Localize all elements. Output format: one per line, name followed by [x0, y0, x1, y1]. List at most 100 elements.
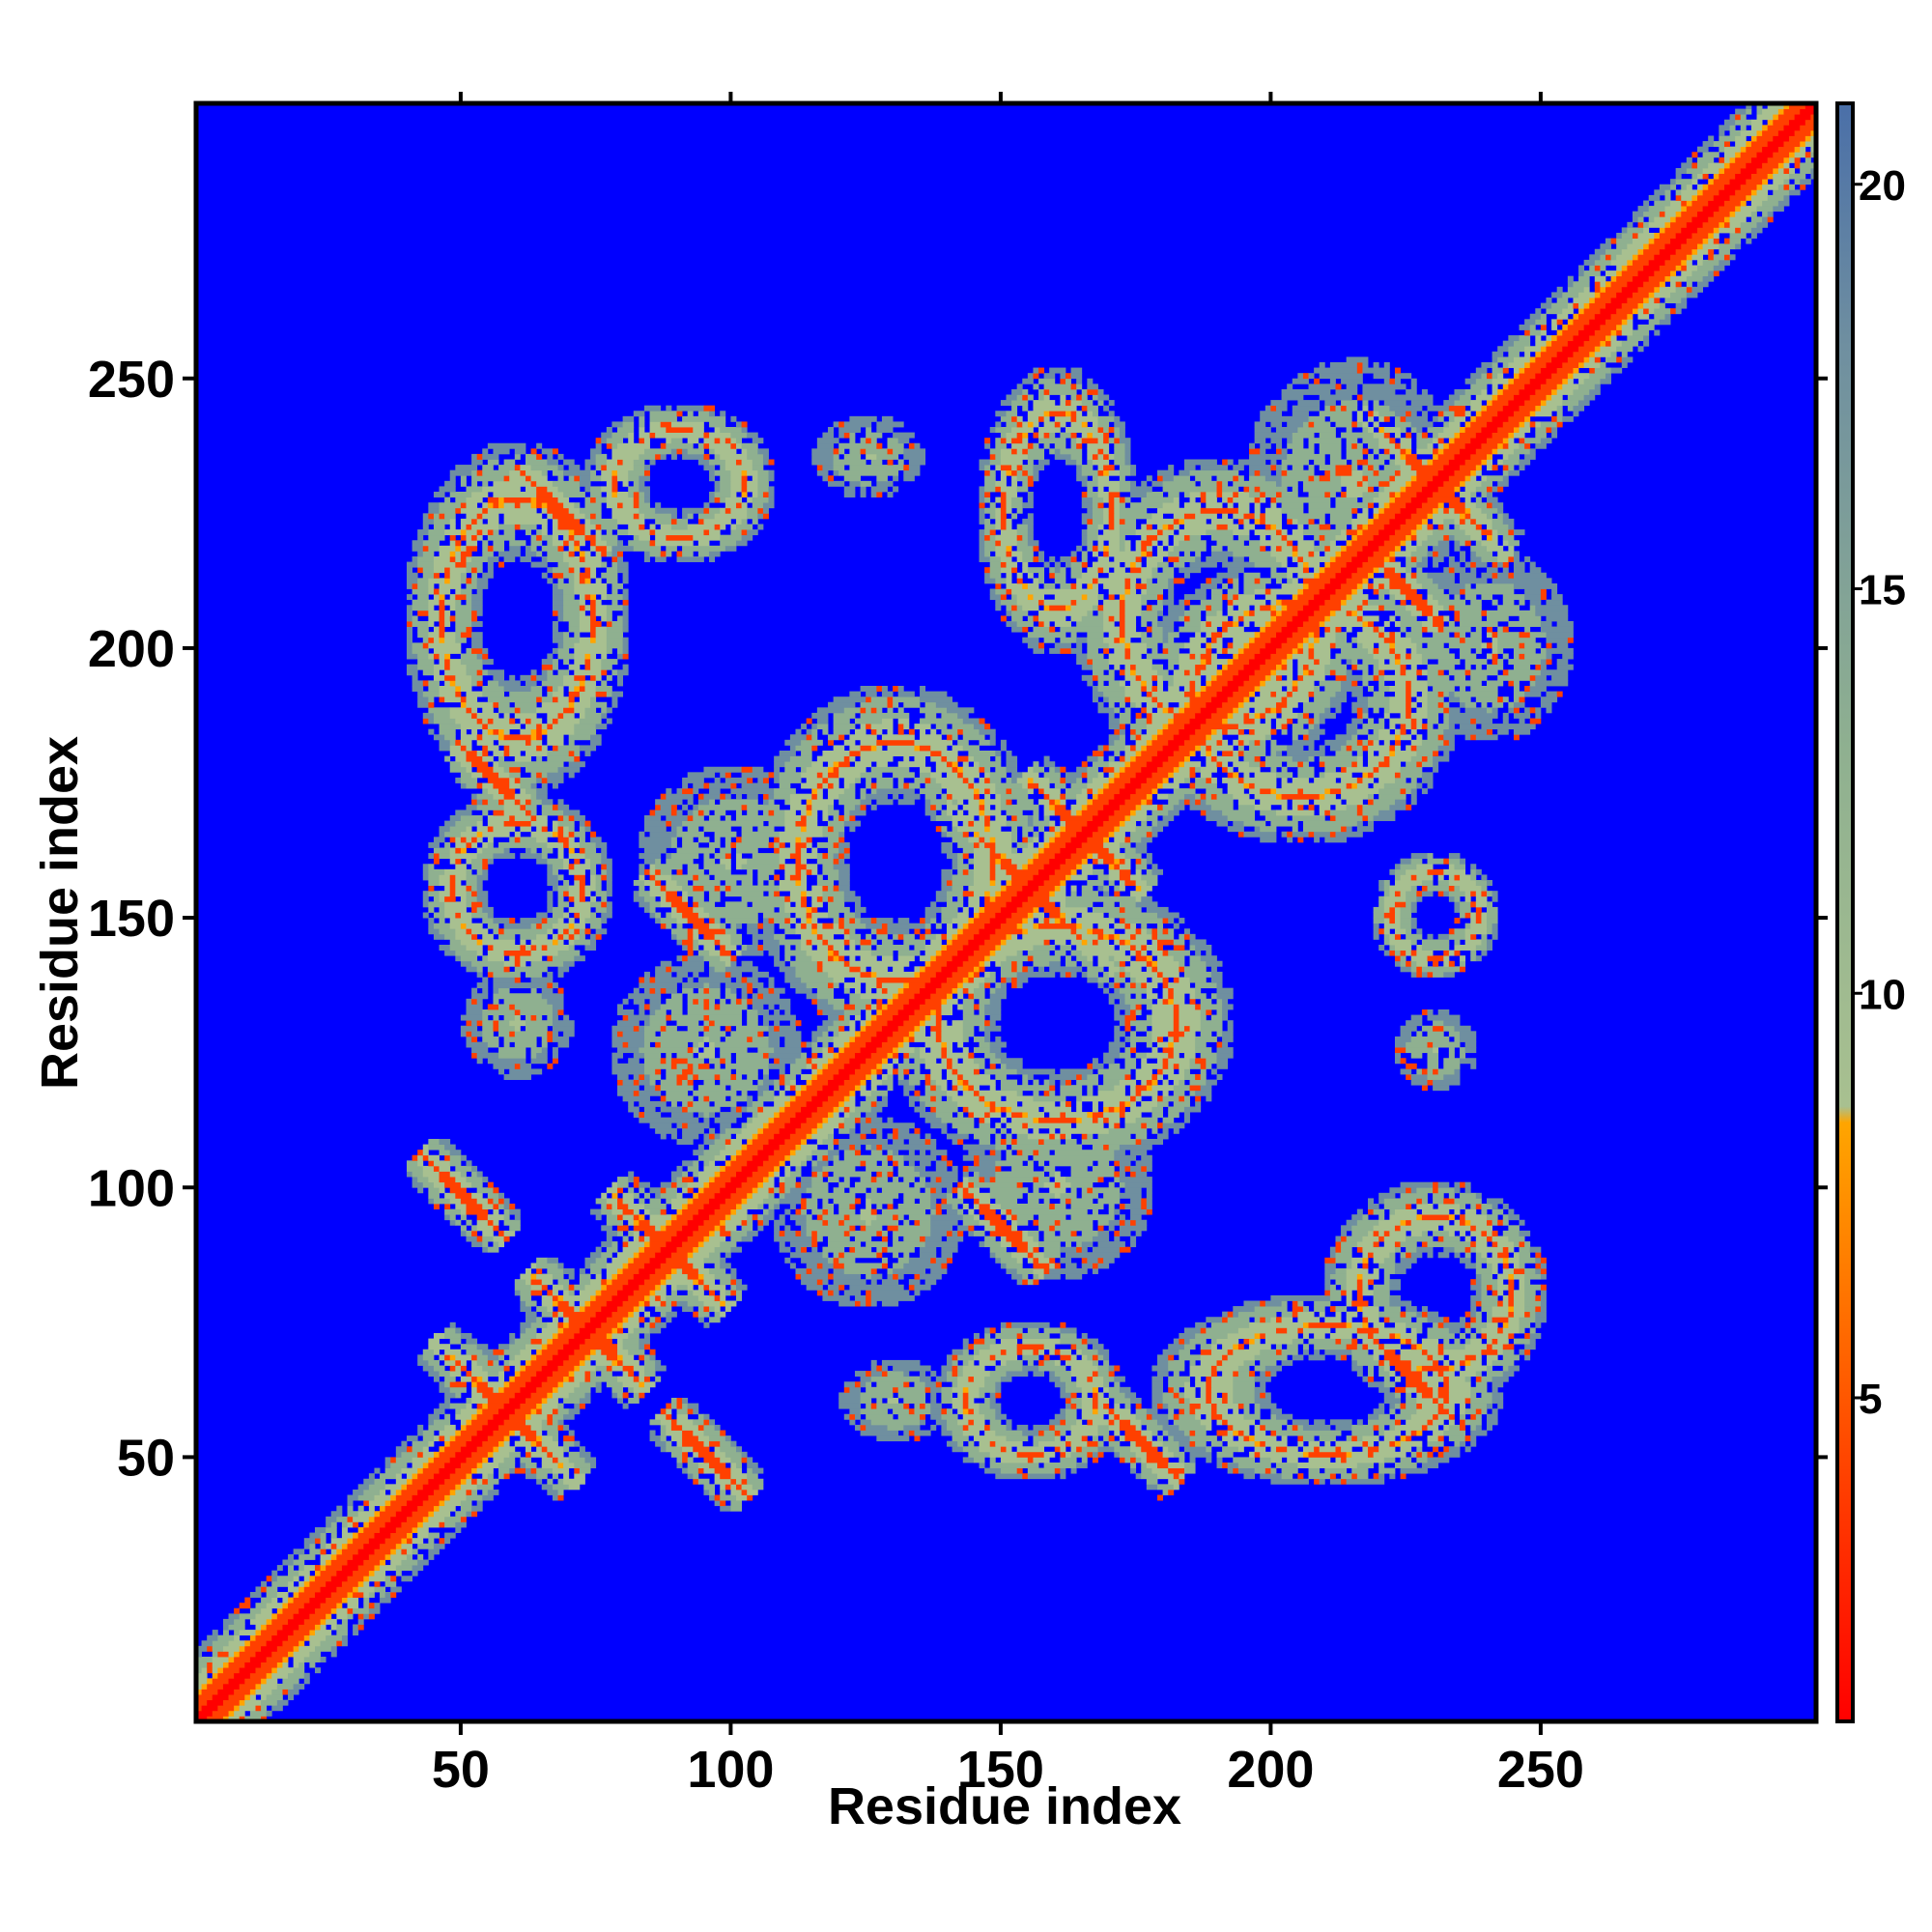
heatmap-cell: [622, 1300, 639, 1307]
heatmap-cell: [261, 1683, 278, 1690]
heatmap-cell: [1022, 1365, 1039, 1372]
heatmap-cell: [309, 1662, 316, 1668]
heatmap-cell: [730, 998, 737, 1005]
heatmap-cell: [941, 1392, 952, 1399]
heatmap-cell: [368, 1603, 375, 1609]
heatmap-cell: [1394, 1376, 1401, 1382]
heatmap-cell: [1460, 1333, 1466, 1339]
heatmap-cell: [757, 1047, 775, 1054]
heatmap-cell: [1081, 1446, 1098, 1453]
heatmap-cell: [1351, 1225, 1375, 1232]
heatmap-cell: [234, 1618, 245, 1625]
heatmap-cell: [1297, 1300, 1304, 1307]
heatmap-cell: [1416, 1246, 1434, 1253]
heatmap-cell: [801, 1198, 808, 1205]
heatmap-cell: [255, 1683, 262, 1690]
heatmap-cell: [838, 1144, 850, 1151]
heatmap-cell: [962, 1204, 969, 1209]
heatmap-cell: [1389, 1440, 1396, 1447]
heatmap-cell: [574, 1306, 581, 1313]
heatmap-cell: [466, 1031, 472, 1037]
heatmap-cell: [439, 1139, 451, 1145]
heatmap-cell: [816, 1036, 835, 1042]
heatmap-cell: [1346, 1219, 1358, 1226]
heatmap-cell: [1437, 1321, 1444, 1328]
heatmap-cell: [655, 1440, 667, 1447]
heatmap-cell: [957, 1208, 964, 1215]
heatmap-cell: [590, 1463, 597, 1468]
heatmap-cell: [1460, 1204, 1466, 1209]
heatmap-cell: [687, 1058, 704, 1065]
heatmap-cell: [1092, 1117, 1098, 1123]
heatmap-cell: [914, 1068, 921, 1075]
heatmap-cell: [1373, 1294, 1390, 1301]
heatmap-cell: [601, 1306, 618, 1313]
heatmap-cell: [1264, 1317, 1271, 1323]
heatmap-cell: [1437, 1408, 1450, 1415]
heatmap-cell: [1006, 1122, 1023, 1129]
heatmap-cell: [552, 1014, 558, 1021]
heatmap-cell: [460, 1154, 467, 1161]
heatmap-cell: [833, 1257, 839, 1264]
heatmap-cell: [1513, 1300, 1525, 1307]
heatmap-cell: [1227, 1025, 1234, 1032]
heatmap-cell: [1179, 1354, 1202, 1361]
heatmap-cell: [795, 1219, 808, 1226]
heatmap-cell: [336, 1640, 343, 1647]
heatmap-cell: [730, 1236, 742, 1242]
heatmap-cell: [1406, 1246, 1417, 1253]
heatmap-cell: [1146, 1165, 1152, 1172]
heatmap-cell: [1108, 1413, 1115, 1420]
heatmap-cell: [368, 1592, 375, 1598]
heatmap-cell: [1011, 1139, 1018, 1145]
heatmap-cell: [433, 1198, 451, 1205]
heatmap-cell: [271, 1634, 289, 1641]
heatmap-cell: [1222, 1419, 1229, 1426]
heatmap-cell: [1264, 1365, 1282, 1372]
heatmap-cell: [1076, 1376, 1088, 1382]
heatmap-cell: [747, 1489, 758, 1495]
heatmap-cell: [1135, 1074, 1152, 1080]
heatmap-cell: [384, 1500, 391, 1507]
heatmap-cell: [962, 998, 975, 1005]
heatmap-cell: [881, 1187, 921, 1194]
heatmap-cell: [1222, 1317, 1229, 1323]
heatmap-cell: [849, 1090, 856, 1096]
heatmap-cell: [881, 1230, 888, 1236]
heatmap-cell: [1049, 1268, 1088, 1274]
heatmap-cell: [611, 1327, 618, 1334]
heatmap-cell: [1011, 1219, 1018, 1226]
heatmap-cell: [1454, 1036, 1461, 1042]
heatmap-cell: [697, 1208, 716, 1215]
heatmap-cell: [1308, 1451, 1348, 1458]
heatmap-cell: [1210, 993, 1217, 1000]
heatmap-cell: [1335, 1268, 1348, 1274]
heatmap-cell: [1027, 1359, 1034, 1366]
heatmap-cell: [1011, 1106, 1039, 1113]
heatmap-cell: [649, 1354, 656, 1361]
heatmap-cell: [989, 1112, 1002, 1119]
heatmap-cell: [1233, 1430, 1239, 1436]
heatmap-cell: [1130, 1236, 1137, 1242]
heatmap-cell: [989, 1398, 996, 1404]
heatmap-cell: [595, 1290, 602, 1296]
heatmap-cell: [1114, 1085, 1125, 1092]
heatmap-cell: [1524, 1349, 1531, 1355]
heatmap-cell: [1119, 1192, 1142, 1199]
heatmap-cell: [676, 1419, 694, 1426]
heatmap-cell: [633, 1225, 656, 1232]
heatmap-cell: [1346, 1317, 1352, 1323]
heatmap-cell: [622, 1365, 635, 1372]
heatmap-cell: [1000, 1338, 1018, 1345]
heatmap-cell: [714, 1473, 721, 1480]
heatmap-cell: [1179, 1478, 1185, 1485]
heatmap-cell: [639, 1354, 645, 1361]
heatmap-cell: [1038, 1150, 1050, 1156]
heatmap-cell: [1254, 1338, 1261, 1345]
heatmap-cell: [843, 1009, 861, 1015]
heatmap-cell: [676, 1463, 683, 1468]
heatmap-cell: [795, 1273, 802, 1280]
heatmap-cell: [1378, 1463, 1385, 1468]
heatmap-cell: [973, 1204, 980, 1209]
heatmap-cell: [466, 1338, 478, 1345]
